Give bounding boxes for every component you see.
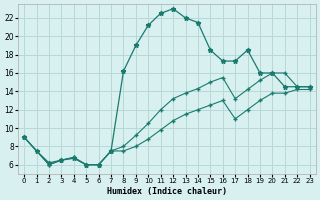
X-axis label: Humidex (Indice chaleur): Humidex (Indice chaleur) — [107, 187, 227, 196]
